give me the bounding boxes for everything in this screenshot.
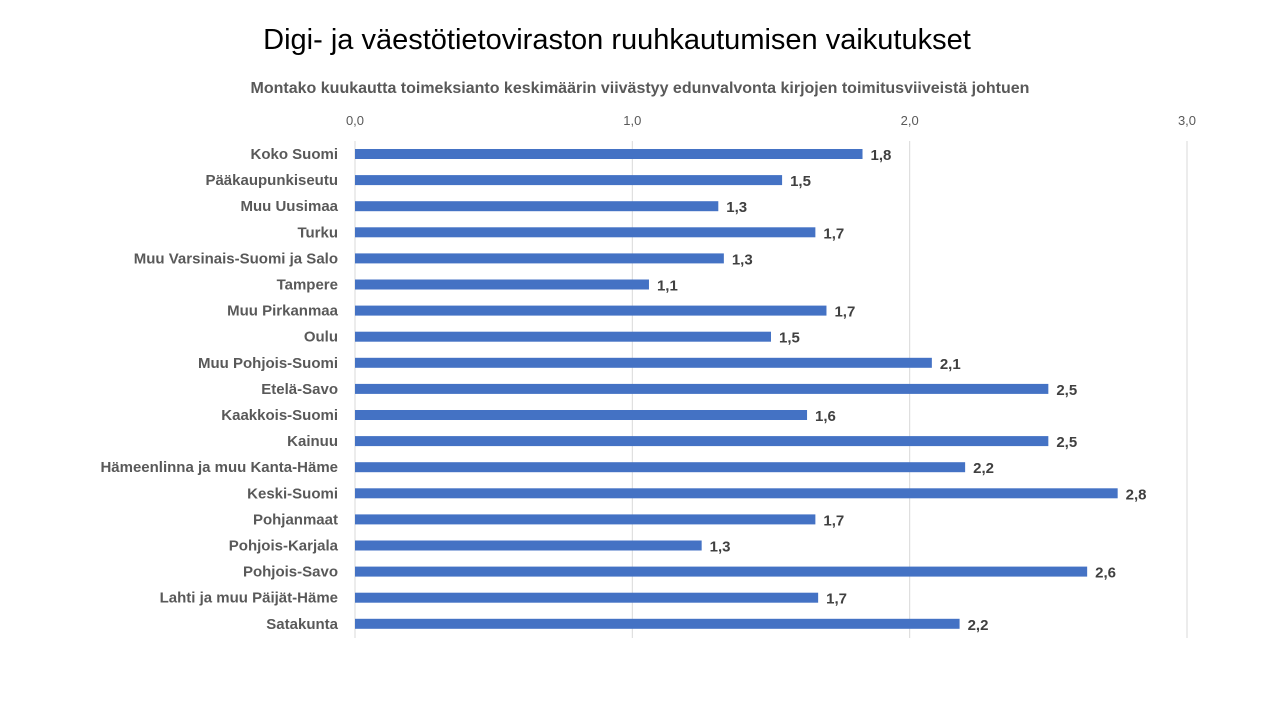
- category-label: Koko Suomi: [250, 146, 338, 163]
- data-label: 1,3: [732, 251, 753, 268]
- bar: [355, 357, 932, 368]
- chart-subtitle: Montako kuukautta toimeksianto keskimäär…: [250, 80, 1030, 97]
- category-label: Turku: [297, 224, 338, 241]
- x-tick-label: 3,0: [1178, 113, 1196, 128]
- category-label: Muu Varsinais-Suomi ja Salo: [134, 250, 338, 267]
- x-axis-ticks: 0,0 1,0 2,0 3,0: [346, 113, 1196, 128]
- category-label: Tampere: [277, 277, 338, 294]
- data-labels: 1,8 1,5 1,3 1,7 1,3 1,1 1,7 1,5 2,1 2,5 1,6 2,5 2,2 2…: [657, 147, 1147, 634]
- bar: [355, 540, 702, 551]
- bar: [355, 383, 1049, 394]
- data-label: 2,5: [1056, 382, 1077, 399]
- data-label: 2,8: [1126, 486, 1147, 503]
- category-label: Pohjois-Savo: [243, 564, 338, 581]
- bar: [355, 201, 719, 212]
- category-labels: Koko Suomi Pääkaupunkiseutu Muu Uusimaa Tur…: [100, 146, 338, 633]
- data-label: 1,7: [826, 591, 847, 608]
- category-label: Keski-Suomi: [247, 485, 338, 502]
- data-label: 1,6: [815, 408, 836, 425]
- bar: [355, 279, 649, 290]
- category-label: Muu Pirkanmaa: [227, 303, 339, 320]
- category-label: Pohjois-Karjala: [229, 538, 339, 555]
- category-label: Muu Pohjois-Suomi: [198, 355, 338, 372]
- data-label: 2,6: [1095, 565, 1116, 582]
- data-label: 1,7: [823, 512, 844, 529]
- category-label: Kaakkois-Suomi: [221, 407, 338, 424]
- data-label: 2,5: [1056, 434, 1077, 451]
- category-label: Satakunta: [266, 616, 338, 633]
- bar: [355, 149, 863, 159]
- data-label: 1,5: [779, 330, 800, 347]
- category-label: Pohjanmaat: [253, 511, 338, 528]
- data-label: 1,3: [726, 199, 747, 216]
- bar: [355, 331, 771, 342]
- category-label: Kainuu: [287, 433, 338, 450]
- data-label: 2,2: [973, 460, 994, 477]
- category-label: Hämeenlinna ja muu Kanta-Häme: [100, 459, 338, 476]
- bar: [355, 462, 966, 473]
- data-label: 2,2: [968, 617, 989, 634]
- x-tick-label: 0,0: [346, 113, 364, 128]
- bar: [355, 175, 783, 186]
- data-label: 1,5: [790, 173, 811, 190]
- bar: [355, 566, 1088, 577]
- bar: [355, 618, 960, 629]
- bar: [355, 592, 819, 603]
- data-label: 1,7: [823, 225, 844, 242]
- data-label: 2,1: [940, 356, 961, 373]
- category-label: Lahti ja muu Päijät-Häme: [160, 590, 338, 607]
- bar: [355, 227, 816, 238]
- chart-title: Digi- ja väestötietoviraston ruuhkautumi…: [263, 24, 971, 56]
- bar: [355, 488, 1118, 499]
- data-label: 1,3: [710, 539, 731, 556]
- data-label: 1,7: [834, 304, 855, 321]
- data-label: 1,8: [871, 147, 892, 164]
- bar: [355, 514, 816, 525]
- x-tick-label: 1,0: [623, 113, 641, 128]
- category-label: Oulu: [304, 329, 338, 346]
- x-tick-label: 2,0: [901, 113, 919, 128]
- bar: [355, 436, 1049, 447]
- bar: [355, 410, 808, 420]
- data-label: 1,1: [657, 278, 678, 295]
- bar: [355, 253, 724, 264]
- category-label: Etelä-Savo: [261, 381, 338, 398]
- bars: [355, 149, 1118, 629]
- bar: [355, 305, 827, 316]
- category-label: Muu Uusimaa: [240, 198, 338, 215]
- category-label: Pääkaupunkiseutu: [205, 172, 338, 189]
